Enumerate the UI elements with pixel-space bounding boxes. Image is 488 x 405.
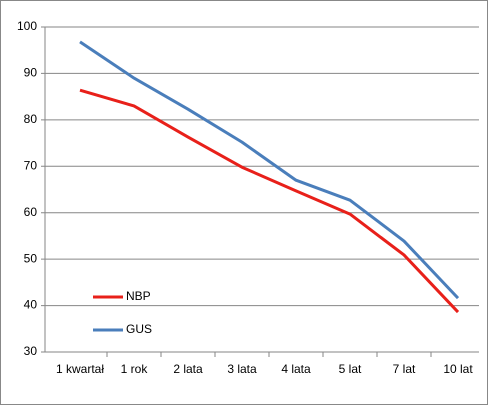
y-tick-label: 70 <box>24 158 38 172</box>
y-tick-label: 80 <box>24 112 38 126</box>
x-tick-label: 7 lat <box>392 362 416 376</box>
x-tick-label: 5 lat <box>338 362 362 376</box>
x-tick-label: 2 lata <box>173 362 203 376</box>
x-tick-label: 4 lata <box>281 362 311 376</box>
y-tick-label: 90 <box>24 66 38 80</box>
y-tick-label: 50 <box>24 251 38 265</box>
x-tick-label: 10 lat <box>443 362 473 376</box>
x-tick-label: 1 rok <box>120 362 148 376</box>
y-tick-label: 100 <box>17 19 37 33</box>
series-line <box>79 88 460 314</box>
series-line <box>79 40 460 300</box>
x-tick-label: 1 kwartał <box>55 362 105 376</box>
y-tick-label: 60 <box>24 205 38 219</box>
x-tick-label: 3 lata <box>227 362 257 376</box>
legend-label: NBP <box>126 289 151 303</box>
y-tick-label: 40 <box>24 298 38 312</box>
y-tick-label: 30 <box>24 344 38 358</box>
legend-label: GUS <box>126 322 152 336</box>
